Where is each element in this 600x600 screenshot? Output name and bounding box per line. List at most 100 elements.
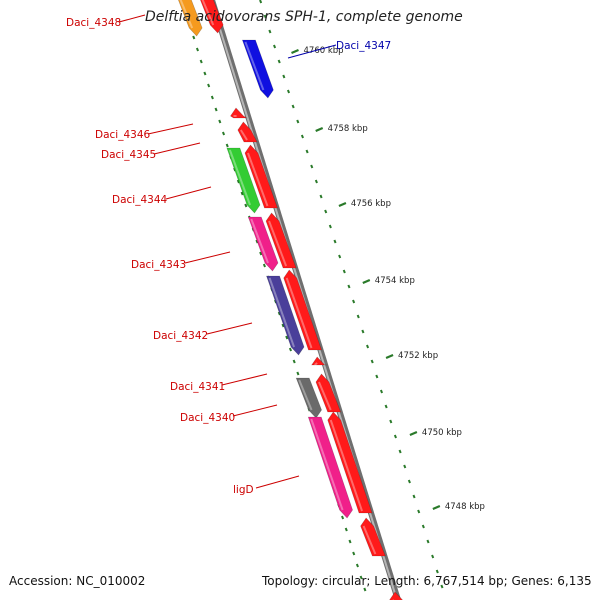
guide-dot [225, 143, 229, 148]
guide-dot [192, 35, 196, 40]
gene-label-daci-4340: Daci_4340 [180, 412, 235, 424]
tick-label: 4750 kbp [422, 428, 462, 438]
gene-shine [239, 129, 248, 141]
guide-dot [218, 119, 222, 124]
guide-dot [277, 59, 281, 64]
gene-shine [268, 220, 288, 267]
guide-dot [314, 179, 318, 184]
gene-label-leader [118, 14, 146, 23]
guide-dot [384, 404, 388, 409]
gene-daci-4344 [244, 144, 278, 209]
guide-dot [440, 584, 444, 589]
gene-label-leader [184, 251, 231, 264]
guide-dot [288, 347, 293, 352]
gene-small-a [230, 107, 248, 119]
gene-shine [250, 218, 269, 264]
guide-dot [310, 164, 314, 169]
tick-mark [385, 353, 394, 360]
gene-label-leader [147, 123, 194, 135]
guide-dot [296, 119, 300, 124]
tick-mark [338, 201, 347, 208]
gene-daci-4340 [315, 373, 342, 413]
guide-dot [324, 209, 328, 214]
gene-shine [268, 277, 295, 348]
gene-label-leader [255, 475, 300, 489]
gene-ligd-b [327, 411, 373, 514]
guide-dot [393, 434, 397, 439]
tick-mark [362, 278, 371, 285]
tick-label: 4758 kbp [328, 124, 368, 134]
guide-dot [268, 29, 272, 34]
gene-label-daci-4343: Daci_4343 [131, 259, 186, 271]
guide-dot [263, 14, 267, 19]
tick-label: 4752 kbp [398, 351, 438, 361]
guide-dot [214, 107, 218, 112]
gene-small-b [311, 356, 328, 366]
gene-daci-4342 [266, 275, 305, 356]
guide-dot [292, 359, 296, 364]
guide-dot [255, 239, 259, 244]
tick-label: 4748 kbp [445, 502, 485, 512]
guide-dot [210, 95, 214, 100]
guide-dot [407, 479, 411, 484]
guide-dot [421, 524, 425, 529]
guide-dot [366, 344, 370, 349]
guide-dot [356, 314, 360, 319]
gene-daci-4345 [226, 147, 261, 214]
tick-mark [409, 430, 418, 437]
guide-dot [296, 371, 300, 376]
guide-dot [236, 179, 240, 184]
guide-dot [262, 263, 266, 268]
gene-daci-4347 [241, 39, 274, 99]
guide-dot [305, 149, 309, 154]
gene-label-ligd: ligD [233, 484, 254, 496]
guide-dot [195, 47, 200, 52]
gene-label-leader [232, 404, 278, 417]
gene-label-daci-4344: Daci_4344 [112, 194, 168, 206]
gene-shine [298, 379, 313, 411]
gene-label-daci-4347: Daci_4347 [336, 40, 391, 52]
guide-dot [352, 299, 356, 304]
guide-dot [431, 554, 435, 559]
guide-dot [282, 74, 286, 79]
gene-daci-4346 [237, 121, 258, 143]
guide-dot [398, 449, 402, 454]
gene-label-leader [287, 44, 337, 59]
guide-dot [379, 389, 384, 394]
tick-label: 4754 kbp [375, 276, 415, 286]
gene-label-daci-4348: Daci_4348 [66, 17, 121, 29]
guide-dot [355, 563, 359, 568]
gene-label-daci-4346: Daci_4346 [95, 129, 151, 141]
guide-dot [285, 335, 289, 340]
gene-shine [244, 41, 265, 91]
guide-dot [352, 551, 356, 556]
gene-label-leader [153, 142, 201, 155]
guide-dot [281, 323, 285, 328]
guide-dot [273, 44, 277, 49]
gene-shine [310, 418, 344, 511]
guide-dot [341, 515, 345, 520]
guide-dot [259, 0, 263, 4]
outer-guide-dots [259, 0, 444, 589]
gene-shine [329, 419, 363, 512]
gene-late-a [360, 517, 386, 557]
tick-mark [432, 504, 441, 511]
tick-mark [315, 126, 324, 133]
guide-dot [286, 89, 291, 94]
gene-daci-4343 [247, 216, 279, 272]
genome-stats-text: Topology: circular; Length: 6,767,514 bp… [262, 574, 592, 588]
gene-label-leader [206, 322, 253, 335]
gene-shine [228, 149, 251, 206]
gene-label-leader [165, 186, 212, 200]
map-title: Delftia acidovorans SPH-1, complete geno… [145, 9, 463, 25]
gene-daci-4348b [200, 0, 224, 34]
guide-dot [435, 569, 439, 574]
guide-dot [203, 71, 207, 76]
guide-dot [244, 203, 248, 208]
guide-dot [389, 419, 393, 424]
guide-dot [417, 509, 421, 514]
gene-label-daci-4341: Daci_4341 [170, 381, 225, 393]
gene-daci-4348 [178, 0, 203, 37]
gene-shine [318, 381, 332, 411]
